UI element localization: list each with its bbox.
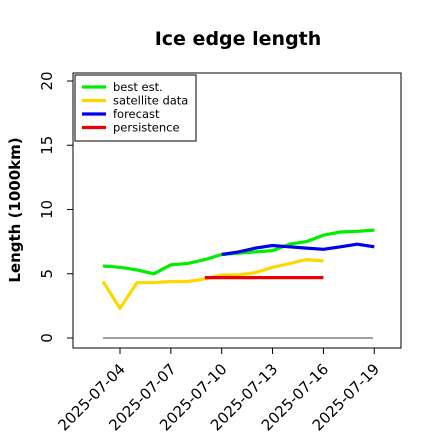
legend: best est.satellite dataforecastpersisten…: [74, 74, 197, 142]
y-tick-label: 0: [38, 333, 56, 343]
y-tick-label: 15: [38, 136, 56, 155]
legend-label-satellite-data: satellite data: [113, 94, 188, 108]
legend-label-best-est: best est.: [113, 80, 163, 94]
x-axis: 2025-07-042025-07-072025-07-102025-07-13…: [54, 348, 383, 434]
y-axis-label: Length (1000km): [6, 137, 24, 282]
y-tick-label: 20: [38, 71, 56, 90]
series-layer: [101, 228, 375, 310]
chart-title: Ice edge length: [155, 28, 322, 50]
y-tick-label: 10: [38, 200, 56, 219]
y-tick-label: 5: [38, 269, 56, 279]
plot-frame: [72, 72, 402, 349]
legend-label-persistence: persistence: [113, 121, 180, 135]
y-axis: 0 5 10 15 20: [38, 71, 73, 343]
series-line-forecast: [221, 242, 375, 257]
series-line-satellite-data: [101, 258, 324, 310]
legend-label-forecast: forecast: [113, 107, 160, 121]
